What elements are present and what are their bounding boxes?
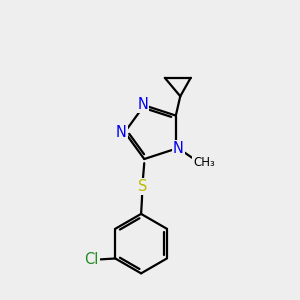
Text: CH₃: CH₃ [193,156,214,169]
Text: Cl: Cl [84,253,99,268]
Text: S: S [138,179,147,194]
Text: N: N [137,97,148,112]
Text: N: N [173,141,184,156]
Text: N: N [116,125,127,140]
